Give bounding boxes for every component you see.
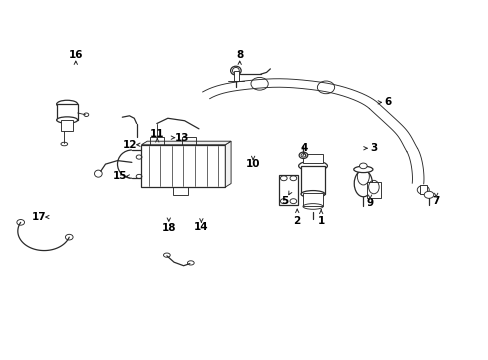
Text: 3: 3 [369,143,377,153]
Text: 6: 6 [384,98,391,107]
Text: 7: 7 [431,196,439,206]
Bar [366,182,380,198]
Bar [303,154,322,163]
Bar [61,120,73,131]
Ellipse shape [230,66,241,75]
Text: 4: 4 [300,143,307,153]
Bar [419,185,426,194]
Text: 9: 9 [366,198,373,208]
Bar [233,71,238,81]
Ellipse shape [424,191,433,198]
Polygon shape [141,145,225,187]
Ellipse shape [416,185,428,194]
Text: 13: 13 [175,133,189,143]
Ellipse shape [57,117,78,123]
Ellipse shape [359,163,366,169]
Text: 2: 2 [293,216,300,226]
Text: 10: 10 [245,159,260,169]
Bar [57,104,78,120]
Ellipse shape [301,190,325,198]
Ellipse shape [298,161,327,171]
Text: 5: 5 [281,196,288,206]
Polygon shape [279,175,298,205]
Text: 14: 14 [194,221,208,231]
Bar [303,193,323,207]
Ellipse shape [353,166,372,172]
Ellipse shape [57,100,78,108]
Text: 1: 1 [317,216,324,226]
Ellipse shape [353,170,372,197]
Bar [150,137,163,145]
Polygon shape [141,141,231,145]
Text: 12: 12 [123,140,138,150]
Text: 16: 16 [68,50,83,60]
Text: 17: 17 [32,212,47,222]
Text: 15: 15 [112,171,127,181]
Text: 11: 11 [150,129,164,139]
Text: 18: 18 [161,222,176,233]
Text: 8: 8 [236,50,243,60]
Ellipse shape [299,152,307,158]
Polygon shape [225,141,231,187]
Bar [301,166,325,194]
Bar [172,187,187,195]
Bar [182,137,195,145]
